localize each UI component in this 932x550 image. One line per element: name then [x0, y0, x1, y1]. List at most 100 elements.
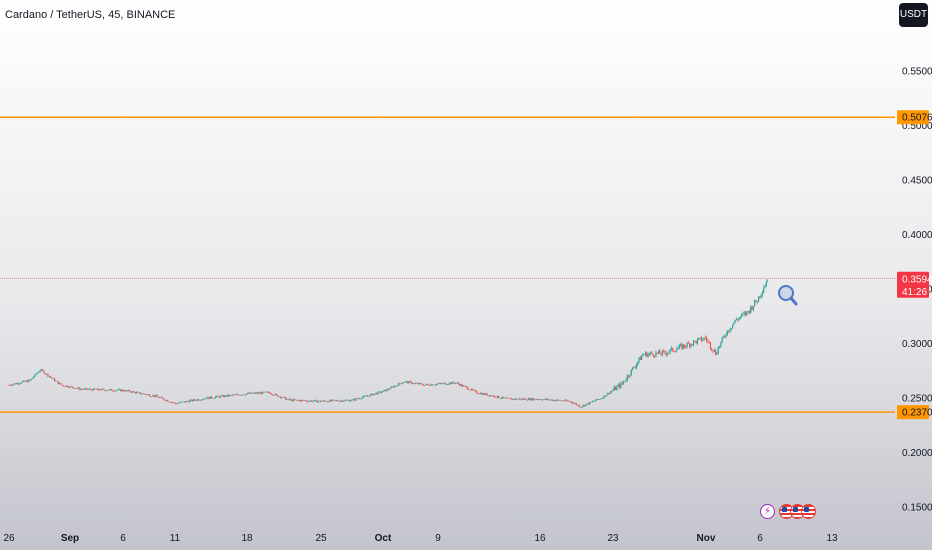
- time-tick-label: 6: [120, 533, 126, 544]
- candle-body: [159, 397, 161, 399]
- symbol-title[interactable]: Cardano / TetherUS, 45, BINANCE: [5, 9, 176, 21]
- candle-body: [518, 398, 521, 400]
- candle-body: [412, 383, 414, 385]
- candle-body: [201, 399, 204, 400]
- candle-body: [263, 391, 265, 393]
- candle-body: [153, 395, 156, 397]
- candle-body: [366, 395, 369, 397]
- candle-body: [433, 384, 435, 386]
- candle-body: [173, 402, 175, 404]
- candle-body: [560, 400, 562, 402]
- candle-body: [487, 395, 489, 396]
- magnifier-icon[interactable]: [778, 285, 798, 306]
- candle-body: [556, 399, 558, 401]
- candle-body: [199, 400, 201, 401]
- candle-body: [73, 387, 75, 389]
- candle-body: [309, 400, 311, 402]
- candle-body: [133, 391, 135, 393]
- candle-body: [261, 391, 263, 394]
- candle-body: [729, 329, 731, 332]
- candle-body: [538, 399, 540, 400]
- candle-body: [285, 397, 287, 400]
- candle-body: [430, 384, 432, 386]
- candle-body: [383, 389, 386, 391]
- candle-body: [574, 403, 576, 405]
- candle-body: [281, 397, 283, 399]
- candle-body: [576, 403, 578, 406]
- candle-body: [66, 385, 69, 388]
- candle-body: [715, 350, 717, 355]
- candle-body: [112, 390, 114, 392]
- candle-body: [152, 395, 154, 397]
- candle-body: [253, 392, 256, 394]
- candle-body: [26, 380, 28, 383]
- level-price-tag[interactable]: [897, 110, 929, 125]
- candle-body: [57, 381, 59, 384]
- candle-body: [68, 387, 70, 388]
- candle-body: [681, 344, 683, 349]
- candle-body: [528, 398, 530, 401]
- candle-body: [594, 400, 596, 402]
- candle-body: [661, 350, 664, 355]
- candle-body: [161, 397, 163, 399]
- candle-body: [368, 395, 370, 397]
- candle-body: [595, 399, 597, 401]
- candle-body: [325, 401, 327, 402]
- candle-body: [111, 389, 113, 391]
- candle-body: [494, 395, 496, 398]
- candle-body: [343, 400, 345, 402]
- candle-body: [344, 400, 347, 401]
- candle-body: [652, 354, 654, 357]
- candle-body: [426, 384, 428, 385]
- candle-body: [243, 394, 245, 396]
- candle-body: [708, 341, 710, 343]
- candle-body: [525, 398, 527, 400]
- candle-body: [333, 399, 335, 401]
- candle-body: [107, 390, 109, 391]
- candle-body: [587, 403, 589, 405]
- candle-body: [711, 348, 713, 351]
- candle-body: [181, 401, 183, 403]
- level-price-tag[interactable]: [897, 405, 929, 420]
- candle-body: [130, 391, 132, 393]
- lightning-icon[interactable]: ⚡: [760, 504, 775, 519]
- candle-body: [91, 389, 93, 391]
- candle-body: [482, 393, 484, 395]
- candle-body: [140, 393, 143, 395]
- candle-body: [682, 344, 684, 349]
- candle-body: [543, 398, 545, 400]
- candle-body: [87, 389, 89, 390]
- candle-body: [468, 389, 470, 390]
- candle-body: [717, 347, 719, 354]
- us-flag-icon[interactable]: [801, 504, 816, 519]
- candle-body: [465, 386, 467, 388]
- candle-body: [353, 398, 356, 401]
- candle-body: [321, 401, 323, 402]
- candle-body: [559, 400, 561, 401]
- candle-body: [47, 373, 49, 377]
- candle-body: [53, 378, 56, 381]
- candle-body: [665, 353, 667, 355]
- candle-body: [394, 385, 396, 388]
- candle-body: [633, 367, 635, 369]
- candle-body: [692, 340, 695, 345]
- candle-body: [377, 391, 379, 395]
- candle-body: [100, 388, 102, 391]
- candle-body: [405, 381, 408, 382]
- candle-body: [342, 400, 344, 402]
- currency-badge[interactable]: USDT: [899, 3, 928, 27]
- candle-body: [307, 401, 309, 402]
- candle-body: [35, 373, 37, 375]
- candle-body: [313, 400, 315, 402]
- candle-body: [730, 328, 732, 330]
- last-price-tag[interactable]: [897, 271, 929, 298]
- candle-body: [186, 401, 188, 402]
- candle-body: [677, 347, 679, 350]
- candle-body: [33, 376, 35, 378]
- candle-body: [516, 398, 518, 400]
- candle-body: [138, 392, 140, 393]
- candle-body: [626, 375, 628, 381]
- candle-body: [759, 296, 761, 298]
- candle-body: [591, 401, 593, 403]
